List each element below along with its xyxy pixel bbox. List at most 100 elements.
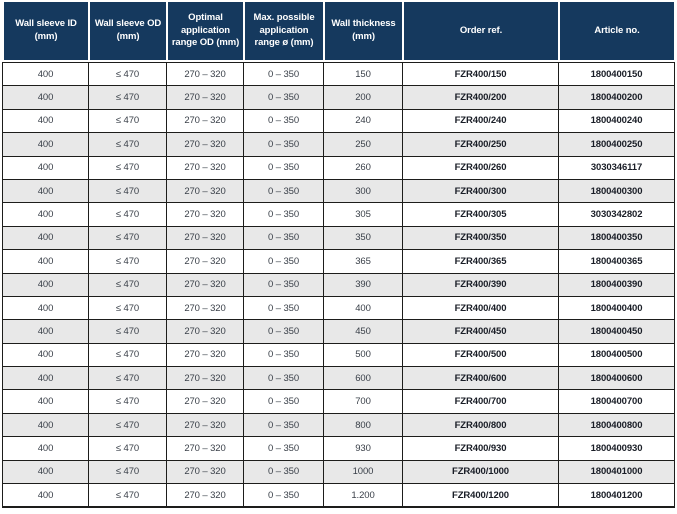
table-row: 400 ≤ 470 270 – 320 0 – 350 930 FZR400/930 180… [2, 436, 675, 461]
table-cell: FZR400/305 [402, 202, 559, 227]
table-cell: 270 – 320 [166, 389, 244, 414]
table-rows: 400 ≤ 470 270 – 320 0 – 350 150 FZR400/150 180… [2, 61, 675, 508]
table-cell: 800 [323, 412, 403, 438]
table-cell: 390 [323, 272, 403, 297]
table-cell: 270 – 320 [166, 108, 244, 134]
table-cell: FZR400/1000 [402, 459, 559, 485]
table-cell: ≤ 470 [88, 108, 167, 134]
table-cell: 1800400365 [558, 249, 675, 274]
table-cell: 1800400930 [558, 436, 675, 461]
table-cell: 0 – 350 [243, 483, 324, 508]
table-cell: 1800400450 [558, 319, 675, 344]
table-row: 400 ≤ 470 270 – 320 0 – 350 260 FZR400/260 303… [2, 155, 675, 180]
table-cell: 250 [323, 132, 403, 157]
table-row: 400 ≤ 470 270 – 320 0 – 350 300 FZR400/300 180… [2, 178, 675, 204]
table-cell: 450 [323, 319, 403, 344]
table-cell: ≤ 470 [88, 459, 167, 485]
table-cell: 0 – 350 [243, 342, 324, 368]
table-cell: 400 [2, 202, 89, 227]
table-row: 400 ≤ 470 270 – 320 0 – 350 1.200 FZR400/1200… [2, 483, 675, 508]
table-cell: FZR400/1200 [402, 483, 559, 508]
table-cell: 0 – 350 [243, 272, 324, 297]
table-cell: 1800400800 [558, 412, 675, 438]
table-cell: 270 – 320 [166, 319, 244, 344]
table-cell: FZR400/350 [402, 225, 559, 251]
table-cell: ≤ 470 [88, 61, 167, 87]
table-cell: 400 [2, 61, 89, 87]
table-cell: 270 – 320 [166, 132, 244, 157]
column-header: Article no. [558, 0, 676, 62]
table-cell: 270 – 320 [166, 412, 244, 438]
table-cell: 270 – 320 [166, 342, 244, 368]
column-header: Optimal application range OD (mm) [166, 0, 245, 62]
table-cell: FZR400/250 [402, 132, 559, 157]
table-cell: 0 – 350 [243, 85, 324, 110]
table-cell: 240 [323, 108, 403, 134]
table-row: 400 ≤ 470 270 – 320 0 – 350 600 FZR400/600 180… [2, 366, 675, 391]
table-cell: 400 [2, 108, 89, 134]
table-cell: 0 – 350 [243, 366, 324, 391]
table-cell: 400 [2, 319, 89, 344]
table-cell: 0 – 350 [243, 132, 324, 157]
table-cell: 1800400500 [558, 342, 675, 368]
table-cell: 400 [2, 436, 89, 461]
table-row: 400 ≤ 470 270 – 320 0 – 350 200 FZR400/200 180… [2, 85, 675, 110]
table-cell: 400 [2, 272, 89, 297]
table-cell: FZR400/390 [402, 272, 559, 297]
table-cell: 1800401200 [558, 483, 675, 508]
table-cell: 400 [2, 459, 89, 485]
table-cell: 1800400250 [558, 132, 675, 157]
table-cell: 1800400150 [558, 61, 675, 87]
table-row: 400 ≤ 470 270 – 320 0 – 350 450 FZR400/450 180… [2, 319, 675, 344]
table-cell: 270 – 320 [166, 366, 244, 391]
table-cell: 400 [2, 389, 89, 414]
table-cell: 0 – 350 [243, 459, 324, 485]
table-cell: FZR400/240 [402, 108, 559, 134]
table-cell: 1800400700 [558, 389, 675, 414]
table-cell: FZR400/800 [402, 412, 559, 438]
table-cell: ≤ 470 [88, 85, 167, 110]
table-cell: 0 – 350 [243, 389, 324, 414]
table-cell: 400 [2, 225, 89, 251]
table-cell: ≤ 470 [88, 202, 167, 227]
table-cell: 1800401000 [558, 459, 675, 485]
table-cell: 0 – 350 [243, 225, 324, 251]
table-cell: ≤ 470 [88, 132, 167, 157]
table-cell: 300 [323, 178, 403, 204]
product-table-header: Wall sleeve ID (mm) Wall sleeve OD (mm) Op… [2, 0, 676, 62]
table-cell: FZR400/260 [402, 155, 559, 180]
table-cell: FZR400/450 [402, 319, 559, 344]
table-cell: 270 – 320 [166, 61, 244, 87]
header-row: Wall sleeve ID (mm) Wall sleeve OD (mm) Op… [2, 0, 676, 62]
table-cell: 0 – 350 [243, 249, 324, 274]
table-cell: 270 – 320 [166, 459, 244, 485]
table-cell: 600 [323, 366, 403, 391]
table-cell: 270 – 320 [166, 202, 244, 227]
column-header: Max. possible application range ø (mm) [243, 0, 325, 62]
table-cell: 400 [2, 249, 89, 274]
table-row: 400 ≤ 470 270 – 320 0 – 350 305 FZR400/305 303… [2, 202, 675, 227]
table-cell: 930 [323, 436, 403, 461]
table-cell: 400 [2, 155, 89, 180]
table-cell: ≤ 470 [88, 295, 167, 321]
table-row: 400 ≤ 470 270 – 320 0 – 350 240 FZR400/240 180… [2, 108, 675, 134]
column-header: Order ref. [402, 0, 560, 62]
table-cell: FZR400/300 [402, 178, 559, 204]
table-cell: ≤ 470 [88, 342, 167, 368]
table-cell: 400 [323, 295, 403, 321]
table-cell: 500 [323, 342, 403, 368]
table-cell: 1800400300 [558, 178, 675, 204]
table-cell: 0 – 350 [243, 202, 324, 227]
table-cell: ≤ 470 [88, 178, 167, 204]
table-cell: ≤ 470 [88, 225, 167, 251]
table-row: 400 ≤ 470 270 – 320 0 – 350 350 FZR400/350 180… [2, 225, 675, 251]
table-cell: 1800400390 [558, 272, 675, 297]
table-cell: FZR400/400 [402, 295, 559, 321]
table-cell: 0 – 350 [243, 295, 324, 321]
table-row: 400 ≤ 470 270 – 320 0 – 350 400 FZR400/400 180… [2, 295, 675, 321]
table-row: 400 ≤ 470 270 – 320 0 – 350 365 FZR400/365 180… [2, 249, 675, 274]
table-cell: 0 – 350 [243, 108, 324, 134]
table-cell: 260 [323, 155, 403, 180]
table-row: 400 ≤ 470 270 – 320 0 – 350 250 FZR400/250 180… [2, 132, 675, 157]
